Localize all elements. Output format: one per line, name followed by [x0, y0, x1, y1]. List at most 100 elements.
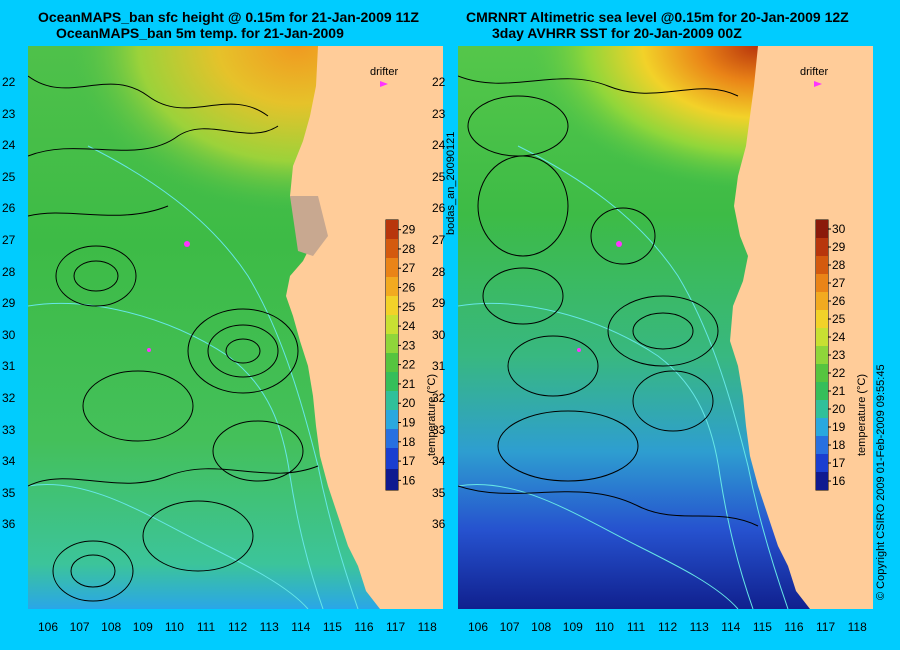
right-map-panel[interactable]: 30 29 28 27 26 25 24 23 22 21 20 19 18 17 16 drifter t… [458, 46, 873, 609]
lat-label: 22 [2, 75, 16, 89]
colorbar-tick-label: 20 [832, 402, 846, 416]
left-ssh-contours [28, 75, 319, 602]
left-land [286, 46, 443, 609]
left-drifters [147, 81, 388, 352]
lon-label: 118 [417, 620, 437, 634]
lat-label: 31 [432, 359, 446, 374]
lon-label: 114 [721, 620, 741, 634]
lon-label: 117 [816, 620, 836, 634]
right-drifter-label: drifter [800, 66, 829, 78]
lon-label: 108 [101, 620, 122, 634]
lon-label: 107 [499, 620, 520, 634]
right-colorbar: 30 29 28 27 26 25 24 23 22 21 20 19 18 17 16 [815, 219, 846, 491]
colorbar-tick-label: 16 [832, 474, 846, 488]
lat-label: 24 [432, 138, 446, 153]
right-land [730, 46, 873, 609]
right-title-line2: 3day AVHRR SST for 20-Jan-2009 00Z [492, 25, 742, 41]
colorbar-tick-label: 28 [402, 242, 416, 256]
colorbar-tick-label: 17 [402, 454, 416, 468]
lat-label: 25 [2, 169, 16, 184]
lon-label: 113 [689, 620, 709, 634]
lon-label: 109 [132, 620, 153, 634]
colorbar-tick-label: 21 [832, 384, 846, 398]
lat-label: 27 [432, 233, 446, 247]
left-drifter-marker-2 [147, 348, 151, 352]
lon-label: 113 [259, 620, 279, 634]
colorbar-tick-label: 25 [832, 312, 846, 326]
lat-label: 26 [432, 201, 446, 216]
lon-label: 106 [37, 620, 59, 634]
left-colorbar-label: temperature (°C) [426, 373, 438, 456]
lat-label: 30 [2, 327, 16, 342]
lat-label: 28 [432, 264, 446, 279]
right-title-line1: CMRNRT Altimetric sea level @0.15m for 2… [466, 9, 849, 25]
lat-label: 35 [2, 485, 16, 500]
lat-label: 35 [432, 485, 446, 500]
right-drifters [577, 81, 822, 352]
lat-label: 22 [432, 75, 446, 89]
lon-label: 114 [291, 620, 311, 634]
lat-label: 36 [2, 517, 16, 532]
colorbar-tick-label: 18 [402, 435, 416, 449]
colorbar-tick-label: 28 [832, 258, 846, 272]
lat-label: 29 [2, 296, 16, 311]
run-id-text: bodas_an_20090121 [445, 131, 457, 235]
lat-label: 36 [432, 517, 446, 532]
colorbar-tick-label: 23 [402, 338, 416, 352]
lon-label: 115 [752, 620, 772, 634]
left-drifter-label: drifter [370, 66, 399, 78]
colorbar-tick-label: 24 [832, 330, 846, 344]
left-title-line2: OceanMAPS_ban 5m temp. for 21-Jan-2009 [56, 25, 344, 41]
lat-label: 31 [2, 359, 16, 374]
lon-label: 111 [196, 620, 216, 634]
colorbar-tick-label: 27 [832, 276, 846, 290]
lat-label: 24 [2, 138, 16, 153]
left-bathymetry [28, 145, 359, 609]
colorbar-tick-label: 26 [832, 294, 846, 308]
lon-label: 112 [658, 620, 678, 634]
lat-label: 32 [432, 391, 446, 405]
lon-label: 108 [531, 620, 552, 634]
colorbar-tick-label: 26 [402, 281, 416, 295]
colorbar-tick-label: 20 [402, 396, 416, 410]
left-title-line1: OceanMAPS_ban sfc height @ 0.15m for 21-… [38, 9, 419, 25]
lon-label: 112 [228, 620, 248, 634]
lat-label: 25 [432, 169, 446, 184]
colorbar-tick-label: 25 [402, 300, 416, 314]
right-colorbar-label: temperature (°C) [856, 373, 868, 456]
right-drifter-marker-1 [616, 241, 622, 247]
lat-label: 23 [432, 106, 446, 121]
lon-label: 115 [322, 620, 342, 634]
lat-label: 27 [2, 233, 16, 247]
lat-label: 34 [432, 454, 446, 469]
lat-label: 34 [2, 454, 16, 469]
lat-label: 32 [2, 391, 16, 405]
lat-label: 28 [2, 264, 16, 279]
colorbar-tick-label: 30 [832, 222, 846, 236]
colorbar-tick-label: 29 [832, 240, 846, 254]
lat-label: 33 [432, 422, 446, 437]
lon-label: 110 [164, 620, 184, 634]
lon-label: 116 [784, 620, 804, 634]
colorbar-tick-label: 17 [832, 456, 846, 470]
right-drifter-legend-marker [814, 81, 822, 87]
right-ssh-contours [458, 75, 759, 527]
colorbar-tick-label: 19 [402, 416, 416, 430]
colorbar-tick-label: 23 [832, 348, 846, 362]
lon-label: 117 [386, 620, 406, 634]
left-land-shade [290, 196, 328, 256]
lon-label: 106 [467, 620, 489, 634]
left-map-panel[interactable]: 29 28 27 26 25 24 23 22 21 20 19 18 17 16 drifter tem… [28, 46, 443, 609]
colorbar-tick-label: 18 [832, 438, 846, 452]
right-drifter-marker-2 [577, 348, 581, 352]
copyright-text: © Copyright CSIRO 2009 01-Feb-2009 09:55… [875, 364, 887, 600]
lon-label: 109 [562, 620, 583, 634]
colorbar-tick-label: 29 [402, 223, 416, 237]
colorbar-tick-label: 16 [402, 473, 416, 487]
lon-label: 116 [354, 620, 374, 634]
lat-label: 33 [2, 422, 16, 437]
lon-label: 110 [594, 620, 614, 634]
left-map-svg: 29 28 27 26 25 24 23 22 21 20 19 18 17 16 [28, 46, 443, 609]
lat-label: 23 [2, 106, 16, 121]
colorbar-tick-label: 22 [402, 358, 416, 372]
